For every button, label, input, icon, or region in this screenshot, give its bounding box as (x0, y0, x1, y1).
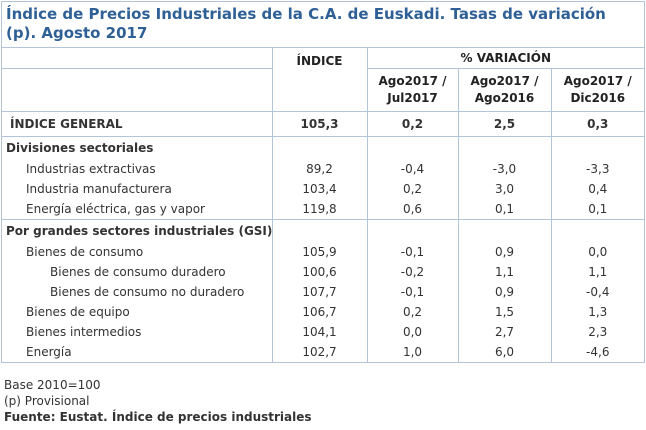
row-label: Bienes de consumo no duradero (50, 285, 245, 299)
note: (p) Provisional (4, 394, 90, 408)
cell: 2,7 (457, 322, 551, 342)
row-label: Industria manufacturera (26, 182, 172, 196)
cell: 0,2 (366, 302, 458, 322)
header-indice: ÍNDICE (271, 48, 367, 112)
data-row: Bienes intermedios 104,1 0,0 2,7 2,3 (2, 322, 645, 342)
cell: 1,5 (457, 302, 551, 322)
note: Base 2010=100 (4, 378, 101, 392)
cell: 105,9 (271, 242, 367, 262)
data-row: Bienes de equipo 106,7 0,2 1,5 1,3 (2, 302, 645, 322)
header-cell (2, 48, 272, 69)
cell: -3,0 (457, 159, 551, 179)
cell: 1,3 (550, 302, 645, 322)
section-row: Por grandes sectores industriales (GSI) (2, 219, 645, 242)
cell: 103,4 (271, 179, 367, 199)
data-row: Energía eléctrica, gas y vapor 119,8 0,6 0,… (2, 199, 645, 220)
data-row: Industrias extractivas 89,2 -0,4 -3,0 -3,3 (2, 159, 645, 179)
section-title: Por grandes sectores industriales (GSI) (6, 224, 273, 238)
cell: -3,3 (550, 159, 645, 179)
cell: 0,2 (366, 179, 458, 199)
cell: 102,7 (271, 342, 367, 362)
header-period: Ago2017 / Dic2016 (550, 68, 645, 112)
cell: 105,3 (271, 111, 367, 137)
data-row: Bienes de consumo 105,9 -0,1 0,9 0,0 (2, 242, 645, 262)
cell: 0,0 (550, 242, 645, 262)
cell: -0,1 (366, 282, 458, 302)
cell: 0,1 (550, 199, 645, 220)
cell: -0,2 (366, 262, 458, 282)
cell: 3,0 (457, 179, 551, 199)
cell (550, 136, 645, 159)
cell: 0,9 (457, 242, 551, 262)
table: ÍNDICE% VARIACIÓN Ago2017 / Jul2017 Ago201… (2, 48, 645, 362)
row-label: Bienes de consumo duradero (50, 265, 226, 279)
section-title: Divisiones sectoriales (6, 141, 154, 155)
cell (271, 136, 367, 159)
cell: -0,1 (366, 242, 458, 262)
cell (271, 219, 367, 242)
row-label: Industrias extractivas (26, 162, 156, 176)
table-box: Índice de Precios Industriales de la C.A… (1, 1, 645, 363)
header-row: Ago2017 / Jul2017 Ago2017 / Ago2016 Ago201… (2, 68, 645, 112)
cell: 2,5 (457, 111, 551, 137)
cell: 6,0 (457, 342, 551, 362)
notes: Base 2010=100 (p) Provisional Fuente: Eust… (4, 377, 312, 425)
source: Fuente: Eustat. Índice de precios indust… (4, 410, 312, 424)
data-row: Bienes de consumo duradero 100,6 -0,2 1,1 1,… (2, 262, 645, 282)
cell: 2,3 (550, 322, 645, 342)
cell (550, 219, 645, 242)
cell: 100,6 (271, 262, 367, 282)
section-row: Divisiones sectoriales (2, 136, 645, 159)
header-period: Ago2017 / Ago2016 (457, 68, 551, 112)
cell (366, 219, 458, 242)
cell (457, 219, 551, 242)
row-label: Bienes de consumo (26, 245, 144, 259)
row-label: ÍNDICE GENERAL (2, 111, 272, 137)
cell: 89,2 (271, 159, 367, 179)
cell (457, 136, 551, 159)
cell: 106,7 (271, 302, 367, 322)
cell: 107,7 (271, 282, 367, 302)
cell: 0,3 (550, 111, 645, 137)
cell: -4,6 (550, 342, 645, 362)
general-row: ÍNDICE GENERAL 105,3 0,2 2,5 0,3 (2, 111, 645, 137)
header-cell (2, 68, 272, 112)
cell: -0,4 (366, 159, 458, 179)
header-row: ÍNDICE% VARIACIÓN (2, 48, 645, 112)
row-label: Energía (26, 345, 72, 359)
cell: 0,1 (457, 199, 551, 220)
cell: 1,0 (366, 342, 458, 362)
cell: 0,2 (366, 111, 458, 137)
cell (366, 136, 458, 159)
cell: -0,4 (550, 282, 645, 302)
cell: 0,0 (366, 322, 458, 342)
cell: 1,1 (457, 262, 551, 282)
cell: 119,8 (271, 199, 367, 220)
title: Índice de Precios Industriales de la C.A… (2, 2, 644, 48)
data-row: Energía 102,7 1,0 6,0 -4,6 (2, 342, 645, 362)
data-row: Industria manufacturera 103,4 0,2 3,0 0,4 (2, 179, 645, 199)
cell: 104,1 (271, 322, 367, 342)
cell: 0,6 (366, 199, 458, 220)
cell: 0,4 (550, 179, 645, 199)
header-period: Ago2017 / Jul2017 (366, 68, 458, 112)
row-label: Energía eléctrica, gas y vapor (2, 199, 272, 220)
data-row: Bienes de consumo no duradero 107,7 -0,1 0,… (2, 282, 645, 302)
row-label: Bienes intermedios (26, 325, 142, 339)
header-variacion: % VARIACIÓN (366, 48, 645, 69)
cell: 0,9 (457, 282, 551, 302)
row-label: Bienes de equipo (26, 305, 130, 319)
cell: 1,1 (550, 262, 645, 282)
